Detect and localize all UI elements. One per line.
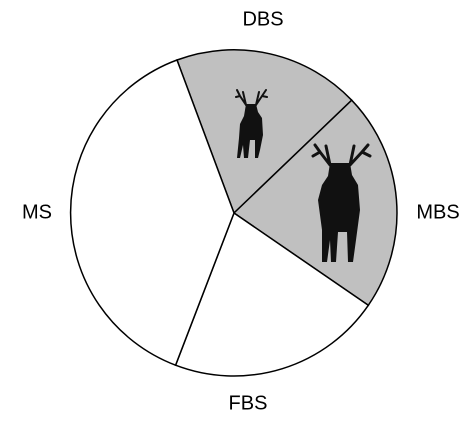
sector-label: FBS [229, 392, 268, 414]
sector-label: DBS [242, 8, 283, 30]
pie [69, 49, 398, 377]
deer-icon-large [311, 143, 372, 262]
sector-label: MBS [416, 201, 459, 223]
deer-icon-small [235, 89, 268, 158]
sector-dbs [176, 49, 353, 215]
sector-ms [69, 59, 235, 367]
sector-mbs [232, 99, 398, 307]
sector-label: MS [22, 201, 52, 223]
sector-fbs [174, 211, 370, 377]
